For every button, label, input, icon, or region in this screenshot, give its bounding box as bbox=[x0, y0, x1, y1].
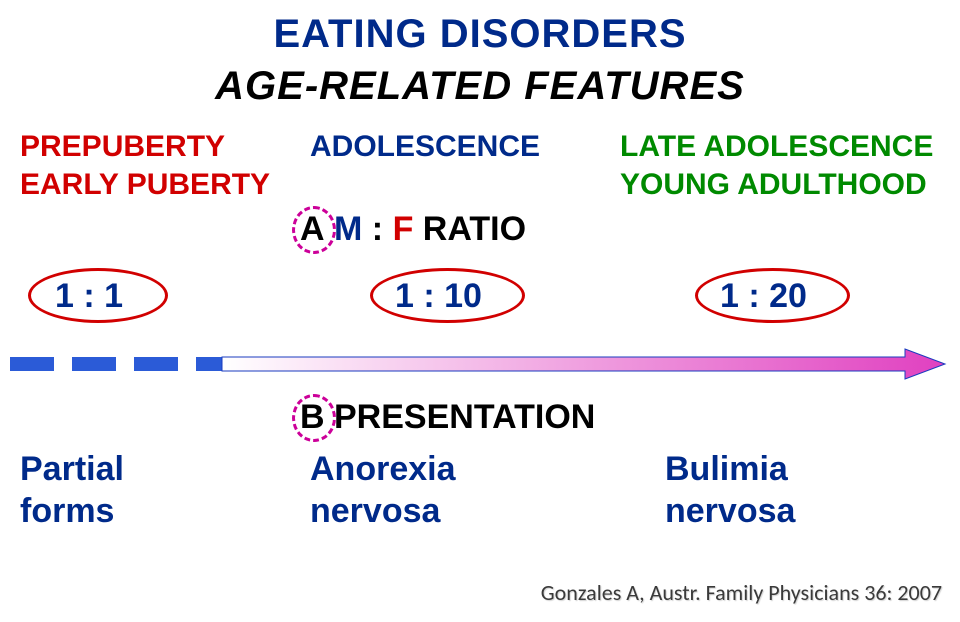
stage-center: ADOLESCENCE bbox=[310, 130, 540, 164]
presentation-mid-line2: nervosa bbox=[310, 492, 440, 531]
presentation-left-line1: Partial bbox=[20, 450, 124, 489]
stage-right-line1: LATE ADOLESCENCE bbox=[620, 130, 933, 164]
ratio-mid-text: 1 : 10 bbox=[395, 277, 482, 315]
section-a-letter: A bbox=[300, 210, 325, 249]
ratio-mid: 1 : 10 bbox=[395, 277, 482, 316]
arrow-body bbox=[222, 349, 945, 379]
section-b-word: PRESENTATION bbox=[325, 398, 596, 436]
ratio-right: 1 : 20 bbox=[720, 277, 807, 316]
presentation-mid-line1: Anorexia bbox=[310, 450, 456, 489]
presentation-right-line1: Bulimia bbox=[665, 450, 788, 489]
ratio-left-text: 1 : 1 bbox=[55, 277, 123, 315]
f-letter: F bbox=[393, 210, 414, 248]
stage-right-line2: YOUNG ADULTHOOD bbox=[620, 168, 927, 202]
mf-colon: : bbox=[362, 210, 392, 248]
m-letter: M bbox=[334, 210, 362, 248]
citation: Gonzales A, Austr. Family Physicians 36:… bbox=[541, 579, 942, 606]
stage-left-line1: PREPUBERTY bbox=[20, 130, 225, 164]
title-line-1: EATING DISORDERS bbox=[0, 12, 960, 57]
presentation-left-line2: forms bbox=[20, 492, 114, 531]
section-b-heading: B PRESENTATION bbox=[300, 398, 595, 437]
section-a-heading: A M : F RATIO bbox=[300, 210, 526, 249]
ratio-left: 1 : 1 bbox=[55, 277, 123, 316]
presentation-right-line2: nervosa bbox=[665, 492, 795, 531]
title-line-2: AGE-RELATED FEATURES bbox=[0, 64, 960, 109]
arrow-dashes bbox=[10, 357, 240, 371]
section-b-letter: B bbox=[300, 398, 325, 436]
stage-left-line2: EARLY PUBERTY bbox=[20, 168, 270, 202]
ratio-right-text: 1 : 20 bbox=[720, 277, 807, 315]
ratio-word: RATIO bbox=[413, 210, 526, 248]
timeline-arrow bbox=[10, 346, 950, 382]
